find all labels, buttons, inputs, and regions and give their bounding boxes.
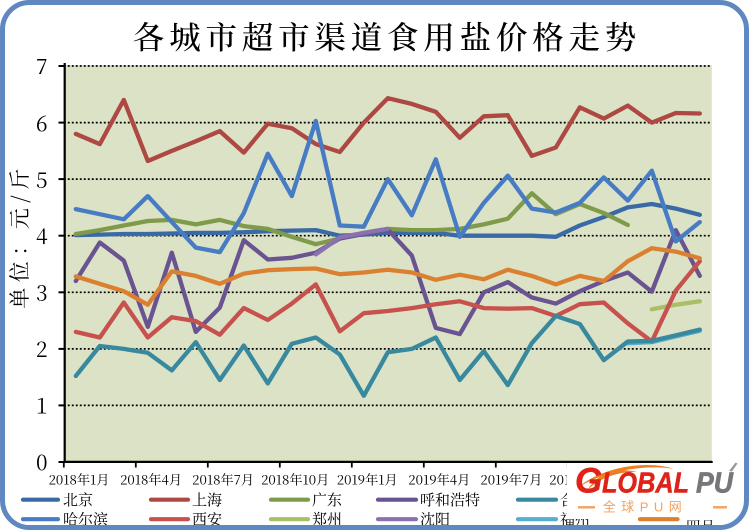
- svg-text:单位：元/斤: 单位：元/斤: [4, 163, 34, 308]
- svg-text:呼和浩特: 呼和浩特: [420, 489, 480, 510]
- svg-text:2018年7月: 2018年7月: [192, 469, 254, 488]
- svg-text:沈阳: 沈阳: [420, 508, 450, 529]
- svg-text:西安: 西安: [192, 508, 222, 529]
- svg-text:1: 1: [36, 391, 48, 421]
- svg-text:北京: 北京: [63, 489, 93, 510]
- svg-text:2019年4月: 2019年4月: [408, 469, 470, 488]
- svg-text:2018年10月: 2018年10月: [261, 469, 329, 488]
- svg-text:G: G: [575, 462, 602, 501]
- svg-text:上海: 上海: [192, 489, 222, 510]
- svg-text:LOBAL: LOBAL: [602, 468, 689, 500]
- svg-text:3: 3: [36, 277, 48, 307]
- svg-text:郑州: 郑州: [312, 508, 342, 529]
- svg-text:2018年4月: 2018年4月: [120, 469, 182, 488]
- svg-text:2019年7月: 2019年7月: [480, 469, 542, 488]
- svg-text:PU: PU: [696, 468, 734, 500]
- svg-text:2018年1月: 2018年1月: [49, 469, 110, 488]
- svg-text:2: 2: [36, 334, 48, 364]
- svg-text:7: 7: [36, 51, 48, 81]
- svg-text:6: 6: [36, 108, 48, 138]
- svg-text:0: 0: [36, 447, 48, 477]
- svg-text:各城市超市渠道食用盐价格走势: 各城市超市渠道食用盐价格走势: [133, 14, 641, 59]
- svg-text:广东: 广东: [312, 489, 342, 510]
- svg-text:2019年1月: 2019年1月: [337, 469, 398, 488]
- svg-text:5: 5: [36, 164, 48, 194]
- svg-text:4: 4: [36, 221, 48, 251]
- svg-text:全球PU网: 全球PU网: [603, 497, 688, 516]
- svg-text:哈尔滨: 哈尔滨: [63, 508, 108, 529]
